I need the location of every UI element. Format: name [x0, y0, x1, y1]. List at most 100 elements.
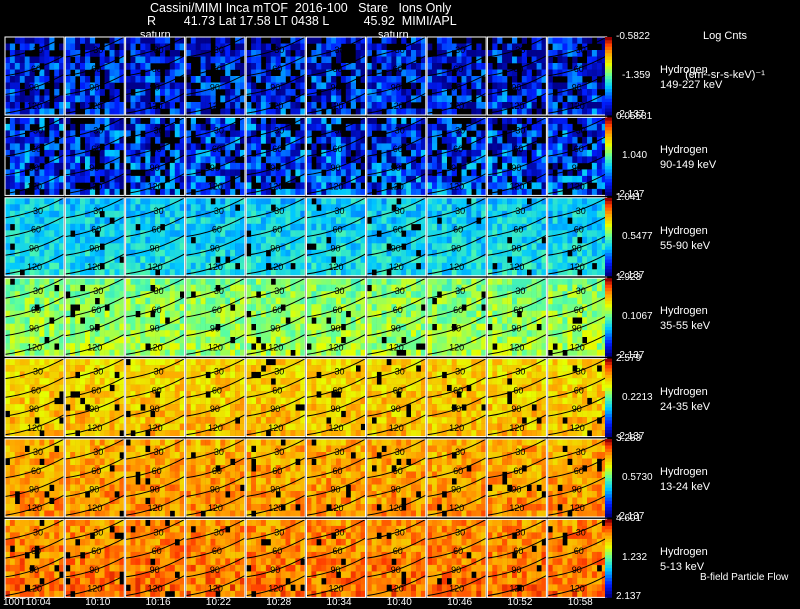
colorbar-segment [605, 227, 612, 231]
heatmap-cell [552, 130, 558, 138]
heatmap-cell [416, 349, 422, 357]
heatmap-cell [306, 204, 312, 212]
heatmap-cell [49, 130, 55, 138]
heatmap-cell [174, 69, 180, 77]
heatmap-cell [130, 143, 136, 151]
heatmap-cell [441, 162, 447, 170]
heatmap-cell [135, 56, 141, 64]
heatmap-cell [311, 304, 317, 311]
heatmap-cell [481, 156, 487, 164]
heatmap-cell [396, 162, 402, 170]
heatmap-cell [391, 108, 397, 116]
heatmap-cell [44, 108, 50, 116]
heatmap-cell [174, 123, 180, 131]
heatmap-cell [466, 50, 472, 57]
heatmap-cell [321, 43, 327, 51]
heatmap-cell [155, 117, 161, 125]
heatmap-cell [321, 149, 327, 157]
heatmap-cell [526, 230, 532, 238]
heatmap-cell [557, 223, 563, 231]
heatmap-cell [59, 336, 65, 344]
heatmap-cell [295, 182, 301, 190]
heatmap-cell [471, 117, 477, 125]
heatmap-cell [420, 230, 427, 238]
heatmap-cell [391, 297, 397, 305]
heatmap-cell [160, 149, 166, 157]
contour-label: 120 [87, 182, 102, 192]
heatmap-cell [155, 330, 161, 337]
heatmap-cell [220, 236, 226, 244]
heatmap-cell [391, 175, 397, 183]
heatmap-cell [345, 269, 351, 277]
heatmap-cell [577, 37, 583, 44]
contour-line [4, 216, 65, 238]
heatmap-cell [300, 162, 306, 170]
heatmap-cell [471, 230, 477, 238]
heatmap-cell [295, 236, 301, 244]
heatmap-cell [130, 304, 136, 311]
heatmap-cell [19, 136, 25, 144]
contour-line [306, 74, 366, 95]
heatmap-cell [9, 236, 16, 244]
heatmap-cell [492, 156, 498, 164]
heatmap-cell [420, 56, 427, 64]
heatmap-cell [601, 230, 607, 238]
heatmap-cell [174, 291, 180, 298]
heatmap-cell [306, 284, 312, 292]
heatmap-cell [145, 310, 151, 318]
heatmap-cell [104, 204, 110, 212]
heatmap-cell [406, 223, 412, 231]
heatmap-cell [476, 82, 482, 90]
heatmap-cell [451, 256, 457, 264]
heatmap-cell [582, 210, 588, 218]
heatmap-cell [24, 304, 30, 311]
heatmap-cell [155, 37, 161, 44]
heatmap-cell [89, 217, 96, 225]
heatmap-cell [150, 249, 156, 257]
heatmap-cell [391, 136, 397, 144]
heatmap-cell [601, 50, 607, 57]
heatmap-cell [601, 217, 607, 225]
heatmap-cell [99, 330, 105, 337]
heatmap-cell [275, 89, 281, 96]
heatmap-cell [497, 143, 503, 151]
heatmap-cell [135, 256, 141, 264]
heatmap-cell [80, 123, 86, 131]
heatmap-cell [34, 236, 40, 244]
heatmap-cell [150, 217, 156, 225]
heatmap-cell [210, 304, 216, 311]
heatmap-cell [481, 188, 487, 196]
heatmap-cell [300, 130, 306, 138]
heatmap-cell [160, 102, 166, 109]
heatmap-cell [246, 108, 252, 116]
colorbar-segment [605, 40, 612, 44]
heatmap-cell [65, 143, 71, 151]
heatmap-cell [360, 69, 366, 77]
heatmap-cell [155, 249, 161, 257]
heatmap-cell [235, 310, 241, 318]
heatmap-cell [562, 269, 568, 277]
heatmap-cell [406, 123, 412, 131]
heatmap-cell [345, 243, 351, 251]
heatmap-cell [526, 117, 532, 125]
heatmap-cell [44, 143, 50, 151]
heatmap-cell [285, 278, 291, 285]
heatmap-cell [552, 82, 558, 90]
heatmap-cell [487, 230, 493, 238]
heatmap-cell [104, 108, 110, 116]
heatmap-cell [185, 269, 192, 277]
heatmap-cell [280, 236, 286, 244]
heatmap-cell [591, 230, 598, 238]
heatmap-cell [280, 50, 286, 57]
heatmap-cell [49, 197, 55, 205]
heatmap-cell [427, 143, 433, 151]
heatmap-cell [150, 169, 156, 177]
heatmap-cell [169, 284, 175, 292]
heatmap-cell [432, 143, 438, 151]
heatmap-cell [54, 130, 60, 138]
contour-line [306, 92, 366, 114]
heatmap-cell [366, 349, 372, 357]
heatmap-cell [29, 249, 35, 257]
heatmap-cell [521, 236, 527, 244]
heatmap-cell [99, 169, 105, 177]
